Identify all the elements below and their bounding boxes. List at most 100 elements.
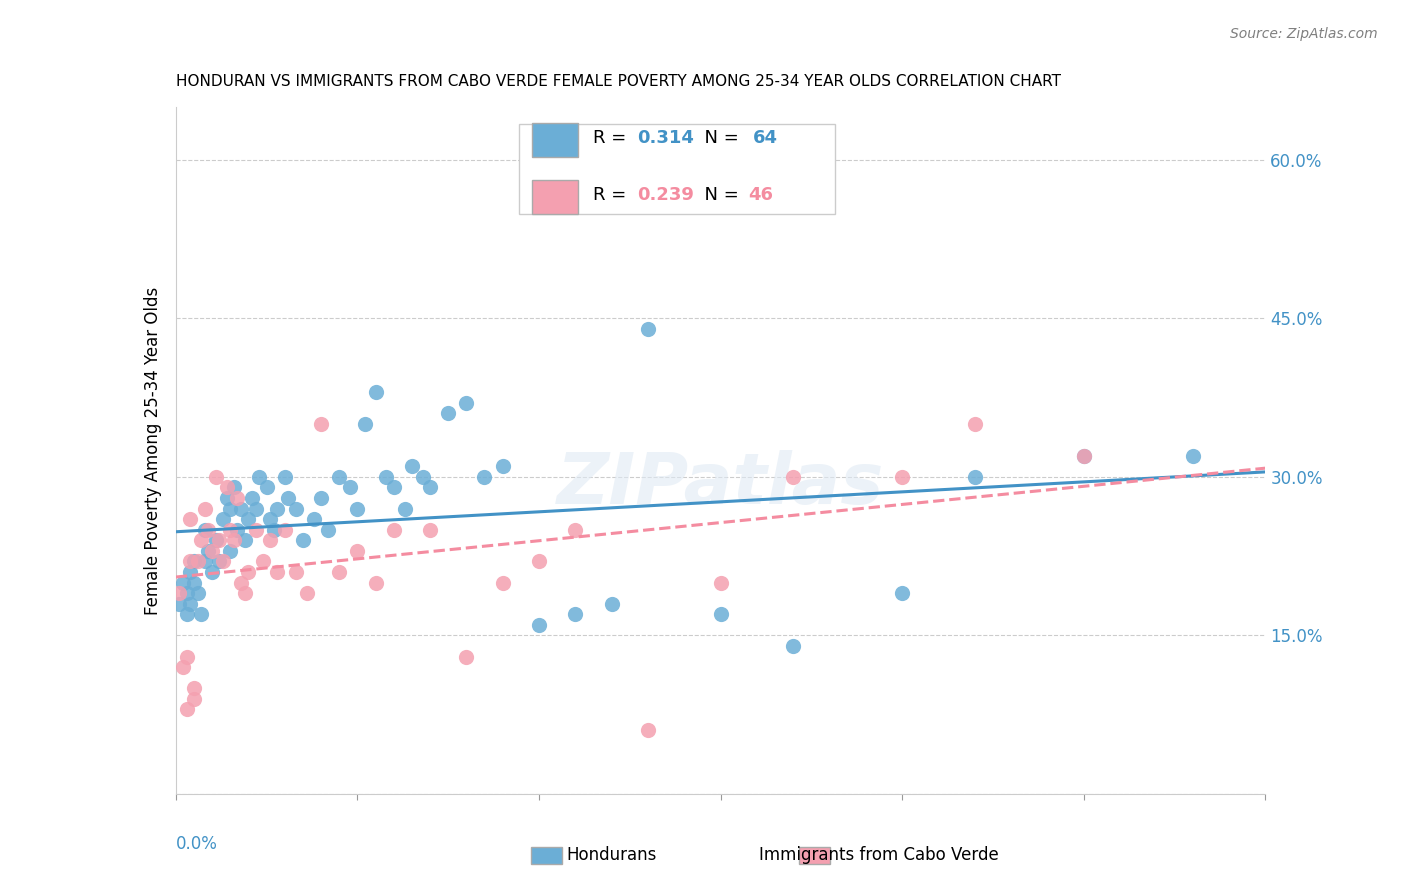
Point	[186, 586, 209, 600]
Point	[710, 607, 733, 622]
Point	[226, 523, 249, 537]
Point	[212, 512, 235, 526]
Point	[364, 575, 387, 590]
Text: 0.239: 0.239	[637, 186, 693, 204]
Point	[353, 417, 375, 431]
Point	[346, 501, 368, 516]
Point	[456, 396, 478, 410]
Point	[456, 649, 478, 664]
Bar	[531, 847, 562, 864]
Point	[238, 512, 260, 526]
Point	[183, 554, 205, 568]
Point	[172, 660, 194, 674]
Point	[277, 491, 299, 505]
Point	[226, 491, 249, 505]
Point	[190, 607, 212, 622]
Point	[259, 533, 281, 548]
Point	[176, 607, 198, 622]
Text: ZIPatlas: ZIPatlas	[557, 450, 884, 519]
Point	[194, 554, 217, 568]
Y-axis label: Female Poverty Among 25-34 Year Olds: Female Poverty Among 25-34 Year Olds	[143, 286, 162, 615]
Text: 64: 64	[754, 129, 779, 147]
Text: N =: N =	[693, 129, 745, 147]
Point	[274, 523, 297, 537]
Point	[176, 649, 198, 664]
Point	[564, 607, 586, 622]
Point	[215, 491, 238, 505]
Point	[179, 554, 201, 568]
Point	[183, 691, 205, 706]
Point	[183, 575, 205, 590]
Point	[240, 491, 263, 505]
Point	[179, 597, 201, 611]
Point	[891, 586, 914, 600]
Point	[233, 533, 256, 548]
Point	[219, 544, 242, 558]
Point	[527, 554, 550, 568]
Point	[891, 470, 914, 484]
Point	[782, 639, 804, 653]
Point	[263, 523, 285, 537]
Point	[252, 554, 274, 568]
Text: N =: N =	[693, 186, 745, 204]
Text: 0.314: 0.314	[637, 129, 693, 147]
Point	[782, 470, 804, 484]
Point	[212, 554, 235, 568]
FancyBboxPatch shape	[519, 124, 835, 213]
Point	[245, 523, 267, 537]
FancyBboxPatch shape	[531, 123, 578, 157]
Point	[1073, 449, 1095, 463]
Point	[364, 385, 387, 400]
Point	[302, 512, 325, 526]
Text: HONDURAN VS IMMIGRANTS FROM CABO VERDE FEMALE POVERTY AMONG 25-34 YEAR OLDS CORR: HONDURAN VS IMMIGRANTS FROM CABO VERDE F…	[176, 74, 1060, 89]
Point	[637, 322, 659, 336]
Point	[204, 533, 226, 548]
Point	[245, 501, 267, 516]
Point	[375, 470, 398, 484]
Point	[527, 617, 550, 632]
Text: R =: R =	[593, 129, 633, 147]
Text: 46: 46	[748, 186, 773, 204]
Point	[201, 565, 224, 579]
Point	[231, 575, 253, 590]
Point	[190, 533, 212, 548]
Point	[1181, 449, 1204, 463]
Point	[219, 501, 242, 516]
Point	[204, 470, 226, 484]
Point	[219, 523, 242, 537]
Point	[394, 501, 416, 516]
Point	[176, 586, 198, 600]
Point	[600, 597, 623, 611]
Point	[231, 501, 253, 516]
Point	[179, 512, 201, 526]
Point	[208, 533, 231, 548]
Point	[183, 681, 205, 696]
Point	[401, 459, 423, 474]
Point	[186, 554, 209, 568]
Point	[437, 407, 460, 421]
Point	[284, 565, 307, 579]
Point	[318, 523, 340, 537]
Point	[266, 501, 288, 516]
Point	[1073, 449, 1095, 463]
Text: Hondurans: Hondurans	[567, 846, 657, 863]
Point	[963, 417, 986, 431]
Point	[564, 523, 586, 537]
Point	[208, 554, 231, 568]
Point	[492, 575, 515, 590]
Point	[295, 586, 318, 600]
Text: Immigrants from Cabo Verde: Immigrants from Cabo Verde	[759, 846, 998, 863]
Point	[382, 523, 405, 537]
Point	[339, 480, 361, 494]
Bar	[799, 847, 830, 864]
Point	[169, 586, 191, 600]
Point	[197, 544, 219, 558]
Point	[256, 480, 278, 494]
Point	[238, 565, 260, 579]
Point	[419, 523, 441, 537]
Point	[274, 470, 297, 484]
Text: R =: R =	[593, 186, 633, 204]
Point	[492, 459, 515, 474]
Point	[963, 470, 986, 484]
Point	[328, 565, 350, 579]
